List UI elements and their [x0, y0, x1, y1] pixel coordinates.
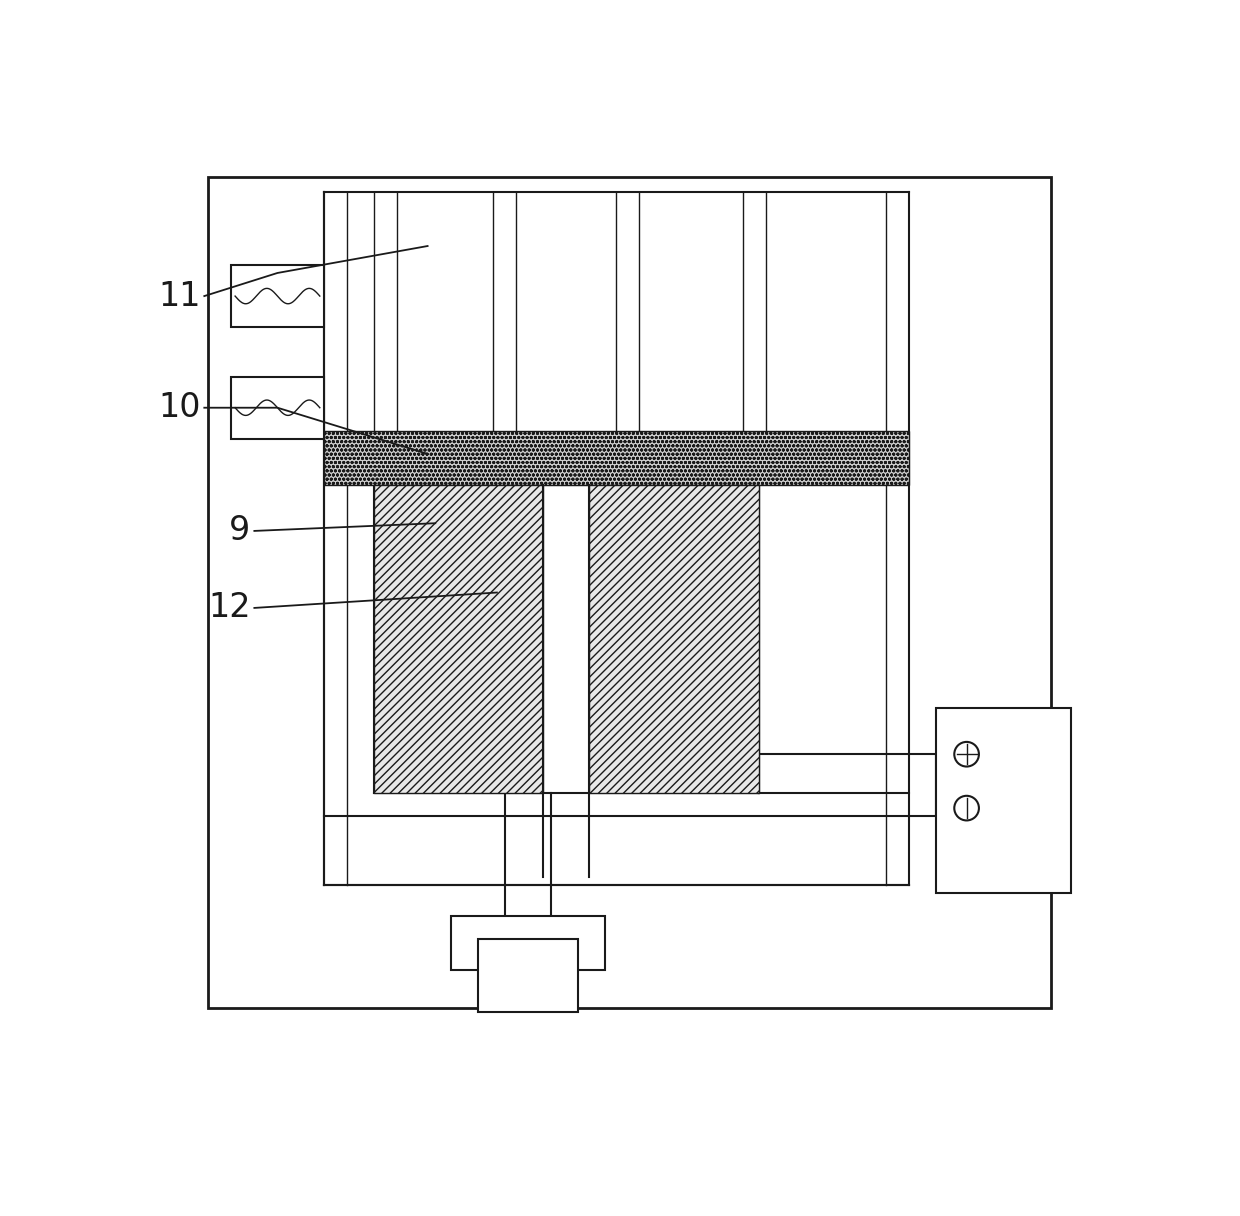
Bar [936, 708, 1070, 893]
Bar [324, 430, 909, 485]
Text: 10: 10 [157, 392, 201, 424]
Bar [589, 485, 759, 793]
Bar [208, 176, 1052, 1008]
Text: 12: 12 [208, 591, 250, 625]
Bar [373, 485, 543, 793]
Bar [477, 939, 578, 1012]
Bar [231, 265, 324, 327]
Bar [231, 377, 324, 439]
Text: 9: 9 [229, 514, 250, 547]
Bar [450, 916, 605, 970]
Text: 11: 11 [157, 280, 201, 313]
